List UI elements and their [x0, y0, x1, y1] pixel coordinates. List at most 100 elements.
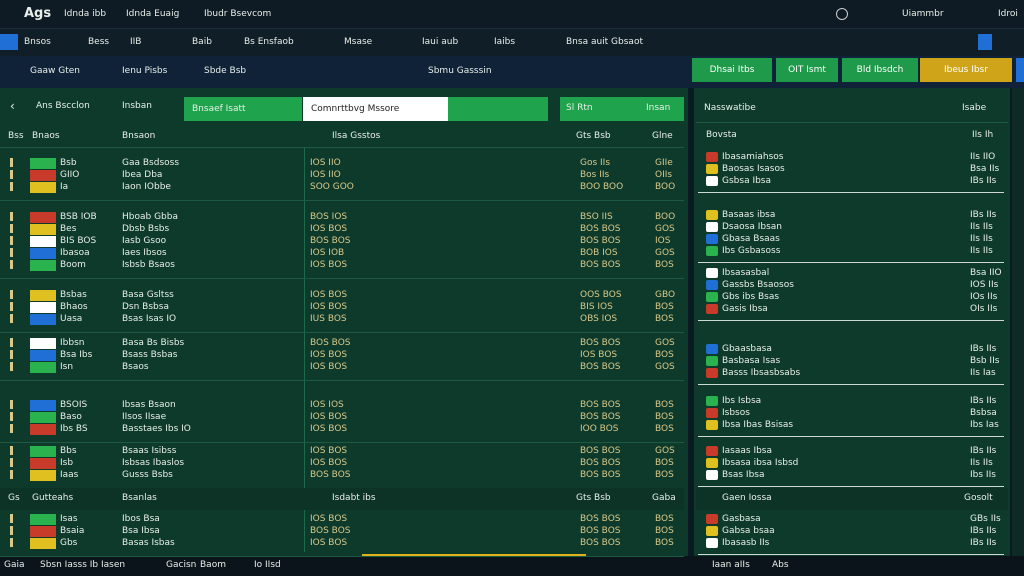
market-name[interactable]: Gbs ibs Bsas [722, 292, 780, 302]
tab-icon[interactable] [0, 34, 18, 50]
odds[interactable]: BOS BOS [310, 470, 351, 480]
tab[interactable]: Iaui aub [422, 37, 459, 47]
team-name[interactable]: BSOIS [60, 400, 88, 410]
team-name[interactable]: Ibasoa [60, 248, 90, 258]
tab-label[interactable]: Insan [646, 103, 671, 113]
action-button[interactable]: OIT Ismt [776, 58, 838, 82]
market-name[interactable]: Basaas ibsa [722, 210, 776, 220]
market-value[interactable]: GBs IIs [970, 514, 1001, 524]
market-name[interactable]: Ibs Isbsa [722, 396, 762, 406]
market-value[interactable]: IIs IIs [970, 458, 993, 468]
market-value[interactable]: IIs IIO [970, 152, 996, 162]
team-name[interactable]: Isas [60, 514, 78, 524]
odds[interactable]: BOS BOS [580, 260, 621, 270]
market-value[interactable]: Ibs IIs [970, 470, 996, 480]
tab[interactable]: Bnsa auit Gbsaot [566, 37, 643, 47]
nav-item[interactable]: Idnda ibb [64, 9, 107, 19]
odds[interactable]: BOB IOS [580, 248, 618, 258]
odds[interactable]: BOS BOS [580, 236, 621, 246]
odds[interactable]: BSO IIS [580, 212, 613, 222]
team-name[interactable]: Bhaos [60, 302, 88, 312]
dropdown[interactable]: Comnrttbvg Mssore [303, 97, 448, 121]
odds[interactable]: BOO [655, 182, 676, 192]
odds[interactable]: IOS BOS [310, 350, 348, 360]
footer-item[interactable]: Io IIsd [254, 560, 281, 570]
footer-item[interactable]: Gaia [4, 560, 25, 570]
team-name[interactable]: GIIO [60, 170, 80, 180]
logo[interactable]: Ags [24, 6, 52, 21]
team-name[interactable]: Bsaia [60, 526, 85, 536]
odds[interactable]: IOS BOS [310, 224, 348, 234]
footer-item[interactable]: Gacisn [166, 560, 197, 570]
tab[interactable]: IIB [130, 37, 142, 47]
odds[interactable]: BOS BOS [310, 236, 351, 246]
filter[interactable]: Ienu Pisbs [122, 66, 168, 76]
odds[interactable]: BOS IOS [310, 212, 348, 222]
footer-item[interactable]: Baom [200, 560, 226, 570]
odds[interactable]: BOS BOS [580, 338, 621, 348]
toggle[interactable]: Bnsaef Isatt [184, 97, 302, 121]
market-name[interactable]: Gabsa bsaa [722, 526, 775, 536]
team-name[interactable]: Ibbsn [60, 338, 85, 348]
market-name[interactable]: Iasaas Ibsa [722, 446, 773, 456]
odds[interactable]: SOO GOO [310, 182, 354, 192]
team-name[interactable]: Ibs BS [60, 424, 88, 434]
action-button[interactable]: Ibeus Ibsr [920, 58, 1012, 82]
team-name[interactable]: Bsb [60, 158, 77, 168]
odds[interactable]: GOS [655, 362, 675, 372]
market-name[interactable]: Dsaosa Ibsan [722, 222, 782, 232]
market-value[interactable]: IBs IIs [970, 210, 997, 220]
odds[interactable]: IOS [655, 236, 671, 246]
action-button[interactable]: Bld Ibsdch [842, 58, 918, 82]
odds[interactable]: OBS IOS [580, 314, 618, 324]
team-name[interactable]: Bsa Ibs [60, 350, 93, 360]
market-value[interactable]: Bsa IIs [970, 164, 1000, 174]
odds[interactable]: GOS [655, 446, 675, 456]
team-name[interactable]: Isb [60, 458, 74, 468]
team-name[interactable]: Baso [60, 412, 82, 422]
odds[interactable]: IOS IOB [310, 248, 345, 258]
filter[interactable]: Sbde Bsb [204, 66, 247, 76]
market-value[interactable]: IOs IIs [970, 292, 998, 302]
team-name[interactable]: Bes [60, 224, 77, 234]
tab[interactable]: Bess [88, 37, 110, 47]
tab[interactable]: Bnsos [24, 37, 51, 47]
footer-item[interactable]: Sbsn Iasss Ib Iasen [40, 560, 126, 570]
odds[interactable]: BOS [655, 538, 674, 548]
odds[interactable]: BOS BOS [580, 412, 621, 422]
odds[interactable]: BOO BOO [580, 182, 624, 192]
market-value[interactable]: IBs IIs [970, 538, 997, 548]
odds[interactable]: BOS [655, 302, 674, 312]
action-button[interactable]: Dhsai Itbs [692, 58, 772, 82]
odds[interactable]: GOS [655, 338, 675, 348]
market-name[interactable]: Basss Ibsasbsabs [722, 368, 801, 378]
filter[interactable]: Sbmu Gasssin [428, 66, 492, 76]
odds[interactable]: IOS BOS [310, 302, 348, 312]
tab-label[interactable]: Sl Rtn [566, 103, 593, 113]
odds[interactable]: IOS BOS [580, 350, 618, 360]
market-name[interactable]: Gassbs Bsaosos [722, 280, 794, 290]
market-value[interactable]: IIs IIs [970, 222, 993, 232]
market-name[interactable]: Ibsasa ibsa Isbsd [722, 458, 799, 468]
market-name[interactable]: Isbsos [722, 408, 750, 418]
odds[interactable]: BOO [655, 212, 676, 222]
market-name[interactable]: Baosas Isasos [722, 164, 785, 174]
market-name[interactable]: Gbasa Bsaas [722, 234, 780, 244]
market-value[interactable]: Ibs Ias [970, 420, 999, 430]
odds[interactable]: BOS BOS [580, 538, 621, 548]
odds[interactable]: BOS [655, 412, 674, 422]
odds[interactable]: BOS [655, 424, 674, 434]
market-name[interactable]: Gasbasa [722, 514, 761, 524]
odds[interactable]: BIS IOS [580, 302, 613, 312]
market-value[interactable]: IIs Ias [970, 368, 996, 378]
odds[interactable]: BOS BOS [310, 526, 351, 536]
tab[interactable]: Msase [344, 37, 373, 47]
odds[interactable]: BOS [655, 526, 674, 536]
top-link[interactable]: Uiammbr [902, 9, 944, 19]
odds[interactable]: IOS BOS [310, 362, 348, 372]
odds[interactable]: IOS BOS [310, 514, 348, 524]
odds[interactable]: OIIs [655, 170, 673, 180]
odds[interactable]: BOS [655, 350, 674, 360]
tab[interactable]: Bs Ensfaob [244, 37, 294, 47]
team-name[interactable]: Iaas [60, 470, 79, 480]
